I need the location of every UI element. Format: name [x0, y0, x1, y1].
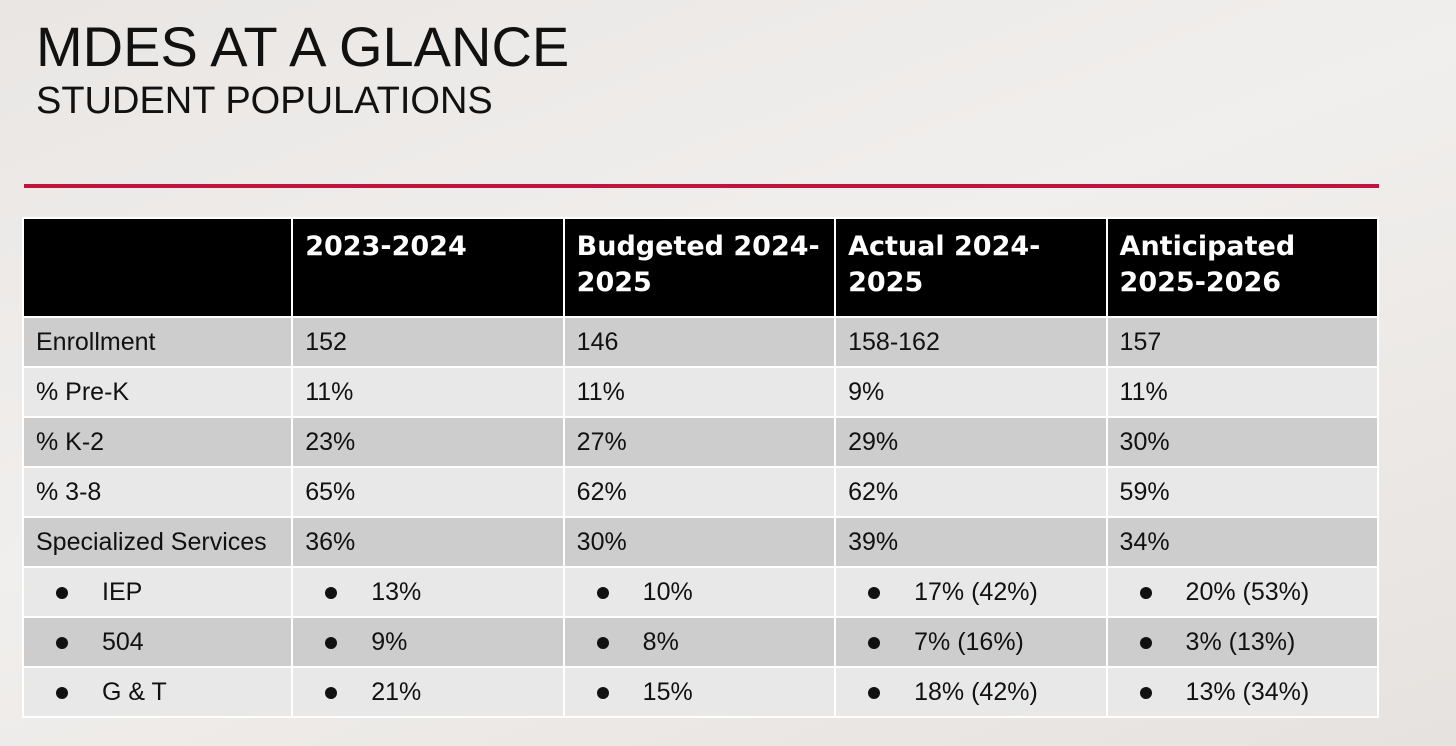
cell-text: 17% (42%): [914, 577, 1038, 606]
bullet-icon: [56, 636, 68, 649]
row-label: % 3-8: [21, 466, 294, 518]
table-cell: 29%: [834, 416, 1108, 468]
table-cell: 23%: [291, 416, 565, 468]
table-cell: 10%: [562, 566, 837, 618]
table-cell: 11%: [1105, 366, 1380, 418]
bullet-icon: [325, 586, 338, 599]
cell-text: 18% (42%): [914, 677, 1038, 706]
table-row: Enrollment 152 146 158-162 157: [21, 316, 1380, 368]
table-cell: 34%: [1105, 516, 1380, 568]
table-cell: 62%: [562, 466, 837, 518]
cell-text: 10%: [642, 577, 693, 606]
accent-divider: [24, 184, 1379, 188]
table-cell: 9%: [291, 616, 565, 668]
row-label: IEP: [21, 566, 294, 618]
table-cell: 17% (42%): [834, 566, 1108, 618]
table-cell: 15%: [562, 666, 837, 718]
row-label: G & T: [21, 666, 294, 718]
row-label: 504: [21, 616, 294, 668]
cell-text: 8%: [642, 627, 679, 656]
row-label-text: IEP: [102, 577, 143, 606]
bullet-icon: [56, 686, 68, 699]
table-cell: 27%: [562, 416, 837, 468]
table-cell: 59%: [1105, 466, 1380, 518]
bullet-icon: [1139, 686, 1152, 699]
bullet-icon: [1139, 636, 1152, 649]
cell-text: 13%: [371, 577, 422, 606]
table-cell: 21%: [291, 666, 565, 718]
student-populations-table: 2023-2024 Budgeted 2024-2025 Actual 2024…: [21, 217, 1380, 718]
table-row: G & T 21% 15% 18% (42%) 13% (34%): [21, 666, 1380, 718]
table-row: % 3-8 65% 62% 62% 59%: [21, 466, 1380, 518]
bullet-icon: [596, 686, 609, 699]
table-cell: 13%: [291, 566, 565, 618]
table-row: 504 9% 8% 7% (16%) 3% (13%): [21, 616, 1380, 668]
table-cell: 30%: [562, 516, 837, 568]
table-header-row: 2023-2024 Budgeted 2024-2025 Actual 2024…: [21, 217, 1380, 318]
row-label: Specialized Services: [21, 516, 294, 568]
table-cell: 7% (16%): [834, 616, 1108, 668]
table-cell: 39%: [834, 516, 1108, 568]
table-cell: 20% (53%): [1105, 566, 1380, 618]
table-cell: 157: [1105, 316, 1380, 368]
cell-text: 3% (13%): [1185, 627, 1296, 656]
table-cell: 8%: [562, 616, 837, 668]
bullet-icon: [868, 636, 881, 649]
row-label-text: G & T: [102, 677, 167, 706]
cell-text: 20% (53%): [1185, 577, 1310, 606]
table-cell: 18% (42%): [834, 666, 1108, 718]
bullet-icon: [596, 586, 609, 599]
cell-text: 9%: [371, 627, 408, 656]
bullet-icon: [868, 586, 881, 599]
table-cell: 36%: [291, 516, 565, 568]
table-cell: 9%: [834, 366, 1108, 418]
table-cell: 158-162: [834, 316, 1108, 368]
row-label: Enrollment: [21, 316, 294, 368]
table-row: Specialized Services 36% 30% 39% 34%: [21, 516, 1380, 568]
table-cell: 11%: [291, 366, 565, 418]
table-cell: 3% (13%): [1105, 616, 1380, 668]
table-row: IEP 13% 10% 17% (42%) 20% (53%): [21, 566, 1380, 618]
slide-title: MDES AT A GLANCE: [36, 15, 570, 78]
table-cell: 62%: [834, 466, 1108, 518]
table-cell: 30%: [1105, 416, 1380, 468]
bullet-icon: [56, 586, 68, 599]
table-cell: 13% (34%): [1105, 666, 1380, 718]
cell-text: 15%: [642, 677, 693, 706]
cell-text: 7% (16%): [914, 627, 1024, 656]
header-cell-2023-2024: 2023-2024: [291, 217, 565, 318]
cell-text: 13% (34%): [1185, 677, 1310, 706]
header-cell-budgeted: Budgeted 2024-2025: [562, 217, 837, 318]
table-row: % K-2 23% 27% 29% 30%: [21, 416, 1380, 468]
table-cell: 152: [291, 316, 565, 368]
bullet-icon: [325, 686, 338, 699]
bullet-icon: [596, 636, 609, 649]
bullet-icon: [868, 686, 881, 699]
header-cell-empty: [21, 217, 294, 318]
table-cell: 146: [562, 316, 837, 368]
row-label-text: 504: [102, 627, 144, 656]
table-row: % Pre-K 11% 11% 9% 11%: [21, 366, 1380, 418]
row-label: % Pre-K: [21, 366, 294, 418]
table-cell: 11%: [562, 366, 837, 418]
header-cell-anticipated: Anticipated 2025-2026: [1105, 217, 1380, 318]
slide-subtitle: STUDENT POPULATIONS: [36, 80, 493, 122]
cell-text: 21%: [371, 677, 422, 706]
bullet-icon: [1139, 586, 1152, 599]
header-cell-actual: Actual 2024-2025: [834, 217, 1108, 318]
row-label: % K-2: [21, 416, 294, 468]
bullet-icon: [325, 636, 338, 649]
table-cell: 65%: [291, 466, 565, 518]
